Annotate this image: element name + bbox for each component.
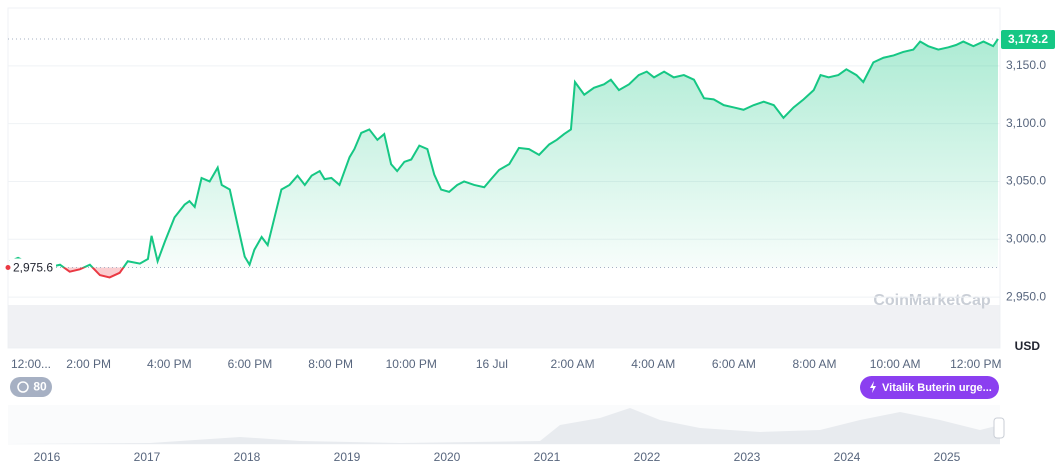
x-tick-label: 10:00 AM [870, 357, 921, 371]
navigator-year: 2020 [434, 450, 461, 464]
x-tick-label: 8:00 PM [308, 357, 353, 371]
watermark: CoinMarketCap [873, 292, 991, 309]
y-tick-label: 3,100.0 [1006, 116, 1046, 130]
y-tick-label: 3,050.0 [1006, 174, 1046, 188]
history-icon [17, 381, 29, 393]
x-tick-label: 10:00 PM [386, 357, 437, 371]
x-tick-label: 2:00 PM [66, 357, 111, 371]
x-tick-label: 12:00 PM [950, 357, 1001, 371]
y-tick-label: 3,150.0 [1006, 58, 1046, 72]
y-tick-label: 3,000.0 [1006, 231, 1046, 245]
baseline-label: 2,975.6 [13, 261, 53, 275]
navigator-year: 2022 [634, 450, 661, 464]
navigator-area [8, 408, 1000, 444]
area-above [10, 38, 998, 268]
x-tick-label: 4:00 AM [631, 357, 675, 371]
navigator-year: 2018 [234, 450, 261, 464]
price-line [9, 38, 999, 268]
navigator-year: 2021 [534, 450, 561, 464]
x-tick-label: 8:00 AM [792, 357, 836, 371]
currency-label: USD [1015, 339, 1041, 353]
navigator-year: 2024 [834, 450, 861, 464]
navigator-year: 2023 [734, 450, 761, 464]
news-pill[interactable] [860, 376, 999, 399]
navigator-handle[interactable] [993, 417, 1005, 439]
x-tick-label: 2:00 AM [551, 357, 595, 371]
x-tick-label: 4:00 PM [147, 357, 192, 371]
x-tick-label: 12:00... [11, 357, 51, 371]
bolt-icon [870, 381, 876, 393]
navigator-year: 2017 [134, 450, 161, 464]
navigator-year: 2025 [934, 450, 961, 464]
event-count: 80 [33, 380, 47, 394]
navigator-year: 2019 [334, 450, 361, 464]
x-tick-label: 16 Jul [476, 357, 508, 371]
price-tag-label: 3,173.2 [1008, 32, 1048, 46]
x-tick-label: 6:00 AM [712, 357, 756, 371]
events-row: 80 Vitalik Buterin urge... [10, 376, 999, 399]
news-text: Vitalik Buterin urge... [882, 382, 992, 394]
navigator-year: 2016 [34, 450, 61, 464]
baseline-label-bg [10, 258, 56, 277]
navigator [8, 405, 1005, 445]
y-tick-label: 2,950.0 [1006, 289, 1046, 303]
baseline-dot [5, 265, 11, 271]
x-tick-label: 6:00 PM [228, 357, 273, 371]
price-tag [1001, 29, 1055, 49]
volume-band [8, 305, 1000, 348]
